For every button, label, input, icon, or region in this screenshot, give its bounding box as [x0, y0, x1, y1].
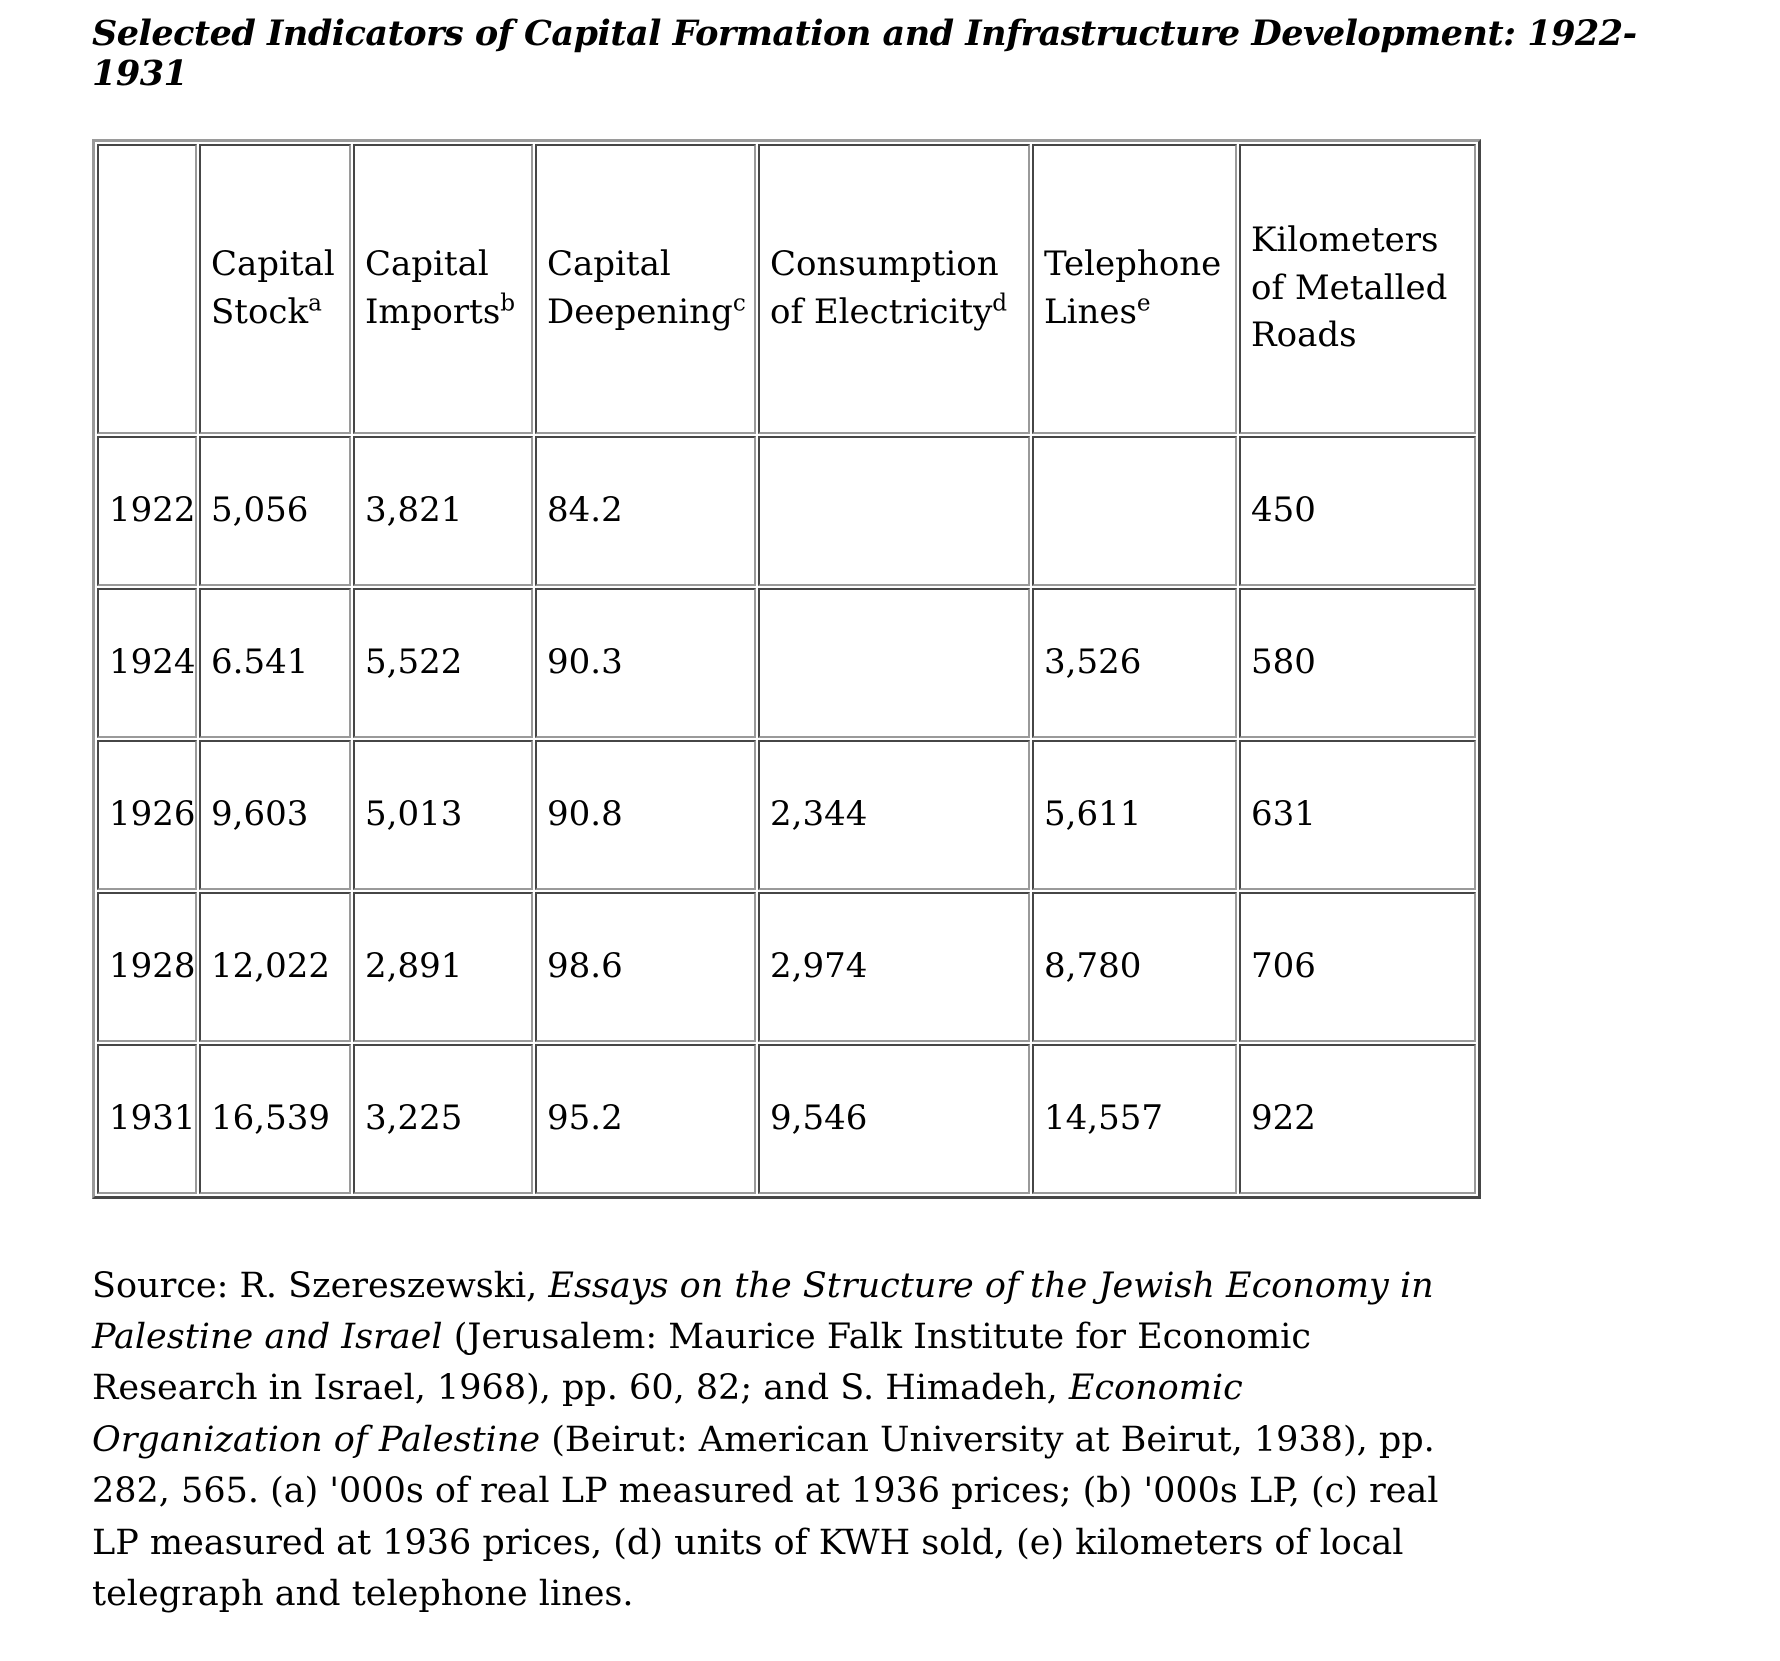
table-row: 1924 6.541 5,522 90.3 3,526 580 — [97, 587, 1476, 738]
value-cell: 3,225 — [353, 1043, 533, 1194]
value-cell — [758, 587, 1030, 738]
page-title: Selected Indicators of Capital Formation… — [92, 13, 1637, 95]
value-cell: 3,526 — [1032, 587, 1237, 738]
footnote-marker: d — [992, 290, 1008, 317]
table-row: 1926 9,603 5,013 90.8 2,344 5,611 631 — [97, 739, 1476, 890]
table-row: 1928 12,022 2,891 98.6 2,974 8,780 706 — [97, 891, 1476, 1042]
value-cell: 922 — [1239, 1043, 1476, 1194]
column-header: Capital Stocka — [199, 143, 351, 434]
value-cell: 9,603 — [199, 739, 351, 890]
column-header: Telephone Linese — [1032, 143, 1237, 434]
footnote-marker: c — [732, 290, 746, 317]
source-work-title: Essays on the Structure of the Jewish Ec… — [92, 1265, 1434, 1357]
source-note: Source: R. Szereszewski, Essays on the S… — [92, 1261, 1474, 1621]
year-cell: 1924 — [97, 587, 197, 738]
value-cell: 580 — [1239, 587, 1476, 738]
value-cell: 12,022 — [199, 891, 351, 1042]
value-cell: 5,522 — [353, 587, 533, 738]
value-cell: 90.8 — [535, 739, 756, 890]
source-text: (Jerusalem: Maurice Falk Institute for E… — [92, 1316, 1311, 1409]
value-cell: 9,546 — [758, 1043, 1030, 1194]
year-cell: 1931 — [97, 1043, 197, 1194]
value-cell: 706 — [1239, 891, 1476, 1042]
value-cell: 16,539 — [199, 1043, 351, 1194]
source-work-title: Economic Organization of Palestine — [92, 1368, 1243, 1460]
value-cell: 2,974 — [758, 891, 1030, 1042]
value-cell: 90.3 — [535, 587, 756, 738]
value-cell: 95.2 — [535, 1043, 756, 1194]
column-header: Kilometers of Metalled Roads — [1239, 143, 1476, 434]
column-header — [97, 143, 197, 434]
table-row: 1922 5,056 3,821 84.2 450 — [97, 435, 1476, 586]
year-cell: 1928 — [97, 891, 197, 1042]
value-cell — [758, 435, 1030, 586]
year-cell: 1922 — [97, 435, 197, 586]
value-cell: 3,821 — [353, 435, 533, 586]
table-header-row: Capital Stocka Capital Importsb Capital De… — [97, 143, 1476, 434]
year-cell: 1926 — [97, 739, 197, 890]
value-cell: 2,891 — [353, 891, 533, 1042]
value-cell: 98.6 — [535, 891, 756, 1042]
column-header: Capital Importsb — [353, 143, 533, 434]
indicators-table: Capital Stocka Capital Importsb Capital De… — [92, 138, 1481, 1199]
value-cell: 8,780 — [1032, 891, 1237, 1042]
value-cell: 631 — [1239, 739, 1476, 890]
value-cell: 84.2 — [535, 435, 756, 586]
table-row: 1931 16,539 3,225 95.2 9,546 14,557 922 — [97, 1043, 1476, 1194]
table-body: 1922 5,056 3,821 84.2 450 1924 6.541 5,522 90.3 3… — [97, 435, 1476, 1194]
value-cell — [1032, 435, 1237, 586]
column-header: Consumption of Electricityd — [758, 143, 1030, 434]
value-cell: 5,013 — [353, 739, 533, 890]
value-cell: 450 — [1239, 435, 1476, 586]
footnote-marker: a — [308, 290, 322, 317]
value-cell: 5,056 — [199, 435, 351, 586]
column-header: Capital Deepeningc — [535, 143, 756, 434]
value-cell: 14,557 — [1032, 1043, 1237, 1194]
value-cell: 2,344 — [758, 739, 1030, 890]
source-text: Source: R. Szereszewski, — [92, 1265, 549, 1306]
value-cell: 6.541 — [199, 587, 351, 738]
footnote-marker: e — [1136, 290, 1151, 317]
footnote-marker: b — [500, 290, 516, 317]
value-cell: 5,611 — [1032, 739, 1237, 890]
